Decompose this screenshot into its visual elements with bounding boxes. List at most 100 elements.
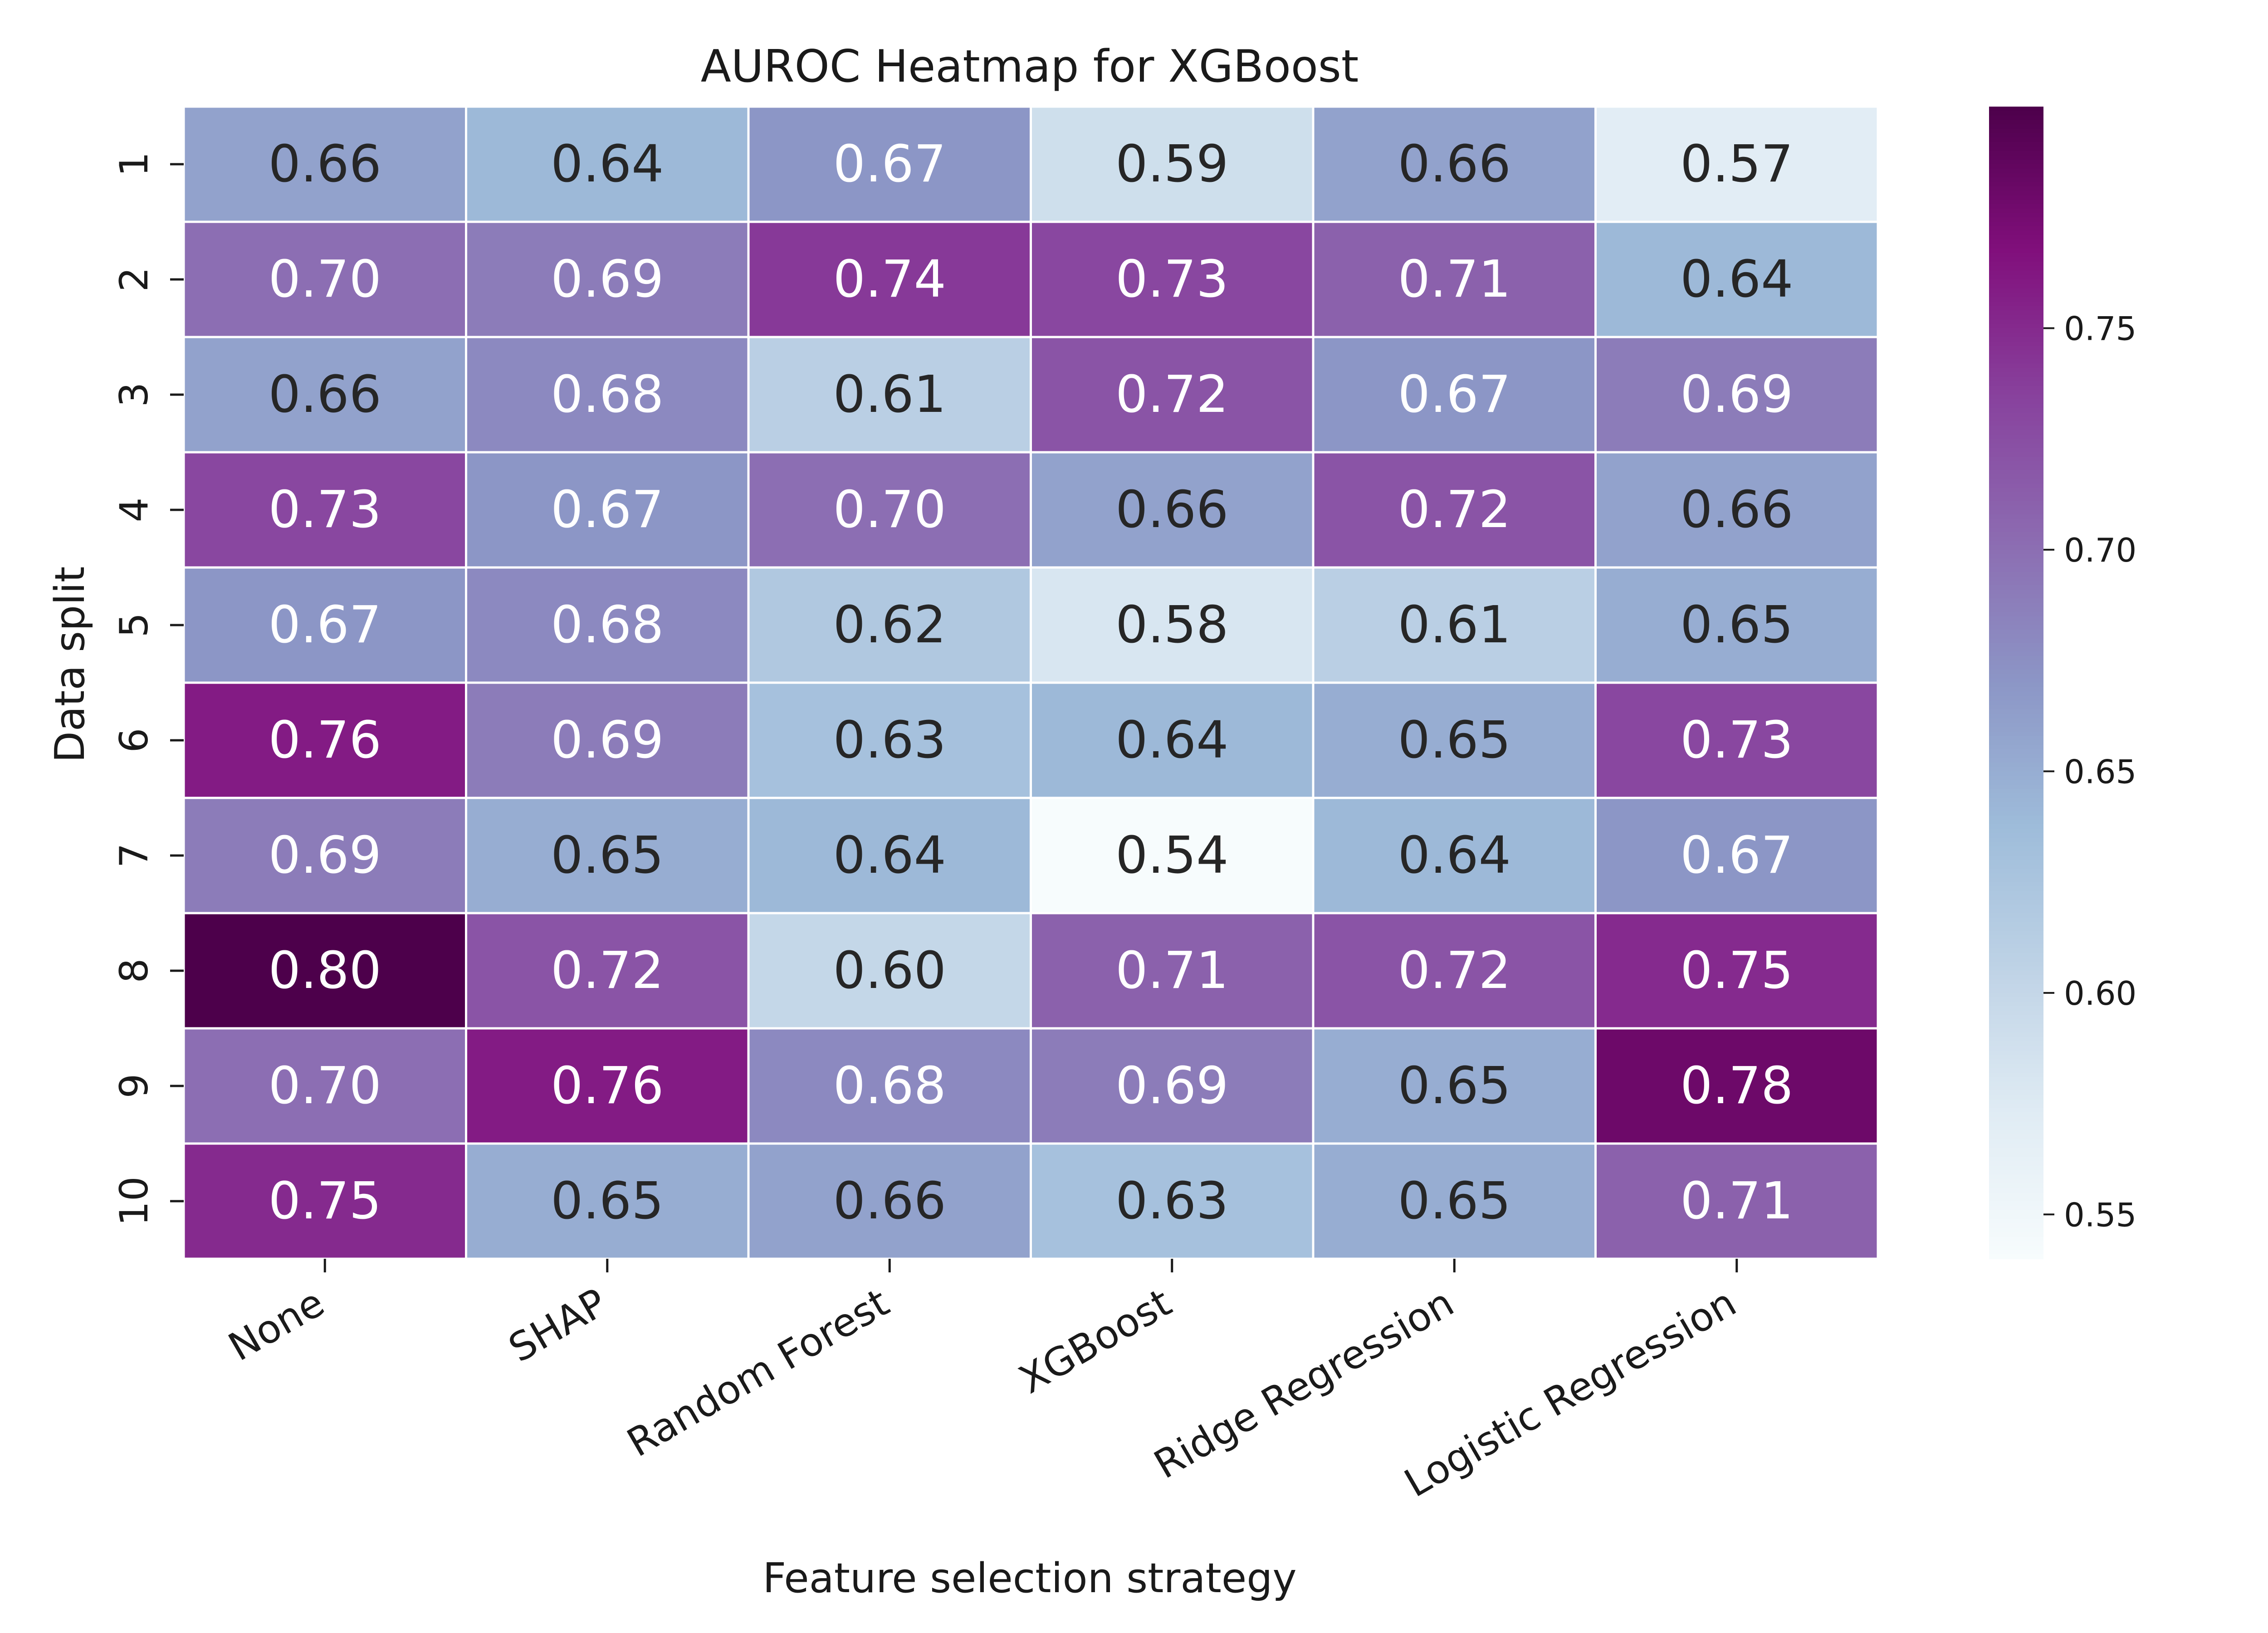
colorbar-segment	[1989, 1121, 2043, 1126]
cell-value-label: 0.72	[1398, 941, 1511, 1000]
heatmap-cell	[1312, 566, 1597, 684]
colorbar-segment	[1989, 1219, 2043, 1224]
colorbar-segment	[1989, 474, 2043, 479]
colorbar-segment	[1989, 332, 2043, 337]
cell-value-label: 0.69	[269, 826, 381, 885]
colorbar-segment	[1989, 740, 2043, 745]
colorbar-segment	[1989, 168, 2043, 174]
colorbar-segment	[1989, 789, 2043, 794]
cell-value-label: 0.62	[833, 596, 946, 655]
colorbar-segment	[1989, 284, 2043, 289]
cell-value-label: 0.54	[1115, 826, 1228, 885]
colorbar-segment	[1989, 376, 2043, 382]
colorbar-segment	[1989, 363, 2043, 369]
colorbar-segment	[1989, 120, 2043, 125]
colorbar-segment	[1989, 1072, 2043, 1078]
colorbar-segment	[1989, 1237, 2043, 1242]
y-tick-label: 9	[112, 1074, 157, 1099]
colorbar-segment	[1989, 1148, 2043, 1153]
colorbar-segment	[1989, 492, 2043, 497]
colorbar-segment	[1989, 275, 2043, 280]
colorbar-segment	[1989, 483, 2043, 489]
colorbar-segment	[1989, 1059, 2043, 1065]
colorbar-segment	[1989, 1064, 2043, 1069]
colorbar-segment	[1989, 1214, 2043, 1220]
colorbar-segment	[1989, 909, 2043, 914]
colorbar-segment	[1989, 1046, 2043, 1051]
heatmap-cell	[1030, 336, 1315, 454]
colorbar-segment	[1989, 182, 2043, 187]
y-axis: 1 2 3 4 5 6 7 8 9 10	[112, 152, 184, 1226]
colorbar-segment	[1989, 603, 2043, 608]
colorbar-segment	[1989, 137, 2043, 143]
cell-value-label: 0.65	[551, 826, 664, 885]
y-tick-label: 5	[112, 613, 157, 638]
heatmap-cell	[1594, 336, 1879, 454]
colorbar-segment	[1989, 173, 2043, 178]
colorbar-segment	[1989, 213, 2043, 218]
cell-value-label: 0.61	[1398, 596, 1511, 655]
cell-value-label: 0.67	[1398, 365, 1511, 424]
colorbar-segment	[1989, 244, 2043, 249]
colorbar-segment	[1989, 611, 2043, 617]
colorbar-segment	[1989, 1134, 2043, 1140]
colorbar-tick-label: 0.70	[2064, 531, 2136, 569]
colorbar-segment	[1989, 208, 2043, 214]
colorbar-segment	[1989, 1139, 2043, 1144]
cell-value-label: 0.78	[1680, 1056, 1793, 1115]
colorbar-segment	[1989, 1081, 2043, 1086]
colorbar-segment	[1989, 572, 2043, 577]
cell-value-label: 0.73	[1115, 250, 1228, 309]
cell-value-label: 0.64	[1680, 250, 1793, 309]
colorbar-segment	[1989, 186, 2043, 191]
colorbar-segment	[1989, 293, 2043, 298]
heatmap-cell	[465, 220, 750, 338]
cell-value-label: 0.80	[269, 941, 381, 1000]
colorbar-segment	[1989, 248, 2043, 254]
colorbar-segment	[1989, 270, 2043, 276]
colorbar-segment	[1989, 696, 2043, 701]
colorbar-segment	[1989, 372, 2043, 377]
colorbar-segment	[1989, 665, 2043, 670]
cell-value-label: 0.58	[1115, 596, 1228, 655]
colorbar-segment	[1989, 1015, 2043, 1020]
colorbar-segment	[1989, 993, 2043, 998]
colorbar-segment	[1989, 882, 2043, 887]
colorbar-segment	[1989, 456, 2043, 462]
cell-value-label: 0.71	[1115, 941, 1228, 1000]
heatmap-cell	[1594, 105, 1879, 223]
colorbar-segment	[1989, 501, 2043, 506]
colorbar-segment	[1989, 1223, 2043, 1228]
cell-value-label: 0.76	[269, 711, 381, 770]
colorbar-segment	[1989, 886, 2043, 892]
colorbar-segment	[1989, 798, 2043, 803]
cell-value-label: 0.75	[269, 1172, 381, 1231]
colorbar-segment	[1989, 660, 2043, 665]
colorbar-segment	[1989, 1201, 2043, 1206]
colorbar-segment	[1989, 949, 2043, 953]
colorbar-segment	[1989, 753, 2043, 759]
colorbar-segment	[1989, 780, 2043, 785]
colorbar-segment	[1989, 279, 2043, 284]
cell-value-label: 0.68	[551, 365, 664, 424]
colorbar-segment	[1989, 1174, 2043, 1180]
colorbar-segment	[1989, 1112, 2043, 1118]
colorbar-segment	[1989, 554, 2043, 559]
colorbar-segment	[1989, 328, 2043, 333]
colorbar-segment	[1989, 1024, 2043, 1029]
colorbar-segment	[1989, 288, 2043, 293]
cell-value-label: 0.67	[551, 480, 664, 539]
colorbar-segment	[1989, 200, 2043, 205]
colorbar-segment	[1989, 864, 2043, 870]
heatmap-cell	[182, 451, 467, 569]
colorbar-segment	[1989, 820, 2043, 825]
y-tick-label: 8	[112, 958, 157, 983]
x-tick-label: None	[221, 1280, 332, 1370]
colorbar-segment	[1989, 1019, 2043, 1025]
colorbar-segment	[1989, 217, 2043, 222]
y-tick-label: 4	[112, 498, 157, 523]
x-axis-label: Feature selection strategy	[763, 1555, 1296, 1602]
colorbar-segment	[1989, 922, 2043, 927]
colorbar-segment	[1989, 625, 2043, 630]
colorbar-segment	[1989, 528, 2043, 533]
